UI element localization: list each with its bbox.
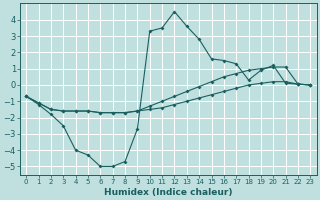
- X-axis label: Humidex (Indice chaleur): Humidex (Indice chaleur): [104, 188, 233, 197]
